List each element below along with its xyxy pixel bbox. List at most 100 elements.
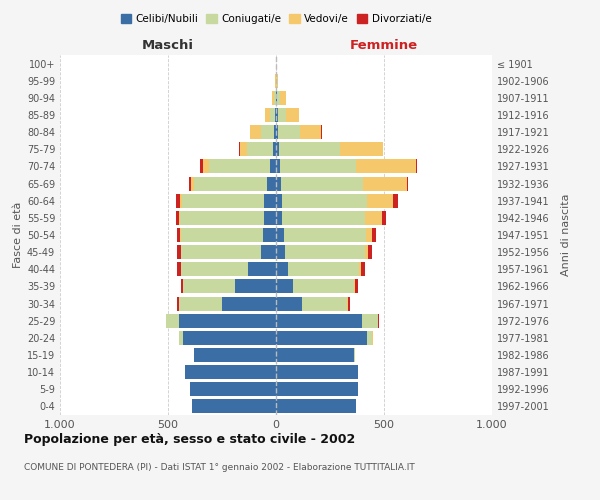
Bar [191, 176, 194, 190]
Bar [348, 296, 350, 310]
Bar [416, 160, 418, 173]
Bar [284, 228, 365, 242]
Bar [364, 176, 407, 190]
Bar [279, 142, 340, 156]
Bar [269, 160, 276, 173]
Bar [270, 108, 275, 122]
Bar [276, 262, 288, 276]
Bar [367, 194, 392, 207]
Bar [268, 176, 276, 190]
Text: Femmine: Femmine [350, 40, 418, 52]
Bar [273, 142, 276, 156]
Bar [274, 125, 276, 139]
Bar [194, 176, 268, 190]
Bar [181, 228, 263, 242]
Bar [222, 296, 276, 310]
Bar [179, 331, 183, 345]
Bar [276, 296, 302, 310]
Bar [276, 314, 362, 328]
Bar [264, 194, 276, 207]
Bar [367, 331, 372, 345]
Bar [276, 400, 356, 413]
Bar [239, 142, 241, 156]
Bar [265, 108, 270, 122]
Bar [177, 296, 179, 310]
Bar [355, 280, 358, 293]
Bar [179, 296, 222, 310]
Bar [407, 176, 408, 190]
Bar [378, 314, 379, 328]
Bar [247, 142, 273, 156]
Bar [190, 382, 276, 396]
Legend: Celibi/Nubili, Coniugati/e, Vedovi/e, Divorziati/e: Celibi/Nubili, Coniugati/e, Vedovi/e, Di… [116, 10, 436, 29]
Bar [275, 108, 276, 122]
Bar [302, 296, 347, 310]
Bar [300, 125, 322, 139]
Bar [248, 262, 276, 276]
Bar [263, 228, 276, 242]
Y-axis label: Anni di nascita: Anni di nascita [561, 194, 571, 276]
Bar [181, 194, 182, 207]
Bar [276, 382, 358, 396]
Bar [382, 211, 386, 225]
Bar [283, 211, 365, 225]
Bar [176, 194, 181, 207]
Bar [293, 280, 354, 293]
Bar [188, 176, 191, 190]
Bar [362, 314, 377, 328]
Bar [288, 262, 359, 276]
Bar [183, 331, 276, 345]
Bar [250, 125, 261, 139]
Bar [241, 142, 247, 156]
Bar [392, 194, 398, 207]
Bar [340, 142, 383, 156]
Bar [276, 194, 283, 207]
Bar [183, 280, 235, 293]
Text: Popolazione per età, sesso e stato civile - 2002: Popolazione per età, sesso e stato civil… [24, 432, 355, 446]
Bar [261, 125, 274, 139]
Bar [166, 314, 179, 328]
Bar [368, 245, 372, 259]
Bar [276, 280, 293, 293]
Bar [365, 245, 368, 259]
Bar [203, 160, 209, 173]
Bar [177, 245, 181, 259]
Bar [347, 296, 348, 310]
Bar [179, 314, 276, 328]
Bar [276, 176, 281, 190]
Bar [179, 211, 180, 225]
Bar [180, 211, 264, 225]
Bar [194, 348, 276, 362]
Bar [276, 211, 283, 225]
Bar [280, 160, 356, 173]
Bar [277, 91, 280, 105]
Bar [361, 262, 365, 276]
Bar [276, 142, 279, 156]
Bar [276, 160, 280, 173]
Bar [354, 348, 355, 362]
Y-axis label: Fasce di età: Fasce di età [13, 202, 23, 268]
Bar [286, 108, 299, 122]
Bar [272, 91, 274, 105]
Bar [276, 125, 278, 139]
Bar [284, 245, 365, 259]
Bar [276, 108, 278, 122]
Bar [277, 74, 278, 88]
Bar [365, 211, 382, 225]
Bar [181, 280, 183, 293]
Bar [209, 160, 269, 173]
Bar [182, 194, 264, 207]
Bar [276, 228, 284, 242]
Bar [181, 245, 261, 259]
Text: COMUNE DI PONTEDERA (PI) - Dati ISTAT 1° gennaio 2002 - Elaborazione TUTTITALIA.: COMUNE DI PONTEDERA (PI) - Dati ISTAT 1°… [24, 462, 415, 471]
Bar [354, 280, 355, 293]
Bar [274, 91, 275, 105]
Bar [177, 262, 181, 276]
Bar [276, 245, 284, 259]
Bar [181, 262, 248, 276]
Bar [280, 91, 286, 105]
Bar [276, 331, 367, 345]
Bar [365, 228, 372, 242]
Bar [372, 228, 376, 242]
Bar [281, 176, 364, 190]
